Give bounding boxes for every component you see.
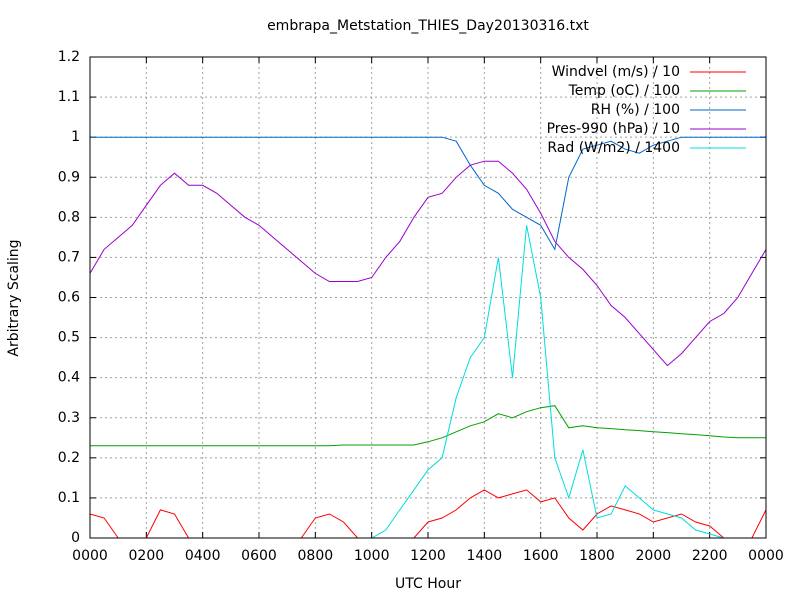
x-tick-label: 2000 <box>636 548 672 564</box>
y-tick-label: 0.3 <box>58 410 80 426</box>
y-tick-label: 1.1 <box>58 89 80 105</box>
y-tick-label: 0.5 <box>58 330 80 346</box>
chart-title: embrapa_Metstation_THIES_Day20130316.txt <box>267 18 589 34</box>
y-tick-label: 0.9 <box>58 169 80 185</box>
x-tick-label: 1200 <box>410 548 446 564</box>
series-line <box>90 405 766 447</box>
x-tick-label: 1600 <box>523 548 559 564</box>
x-tick-label: 0000 <box>72 548 108 564</box>
legend-label: Windvel (m/s) / 10 <box>552 64 680 80</box>
x-tick-label: 0000 <box>748 548 784 564</box>
y-tick-label: 0.8 <box>58 209 80 225</box>
legend-label: RH (%) / 100 <box>591 102 680 118</box>
y-axis-label: Arbitrary Scaling <box>6 239 22 356</box>
x-tick-label: 0200 <box>129 548 165 564</box>
x-tick-label: 1400 <box>467 548 503 564</box>
legend-label: Rad (W/m2) / 1400 <box>547 140 680 156</box>
y-tick-label: 0.6 <box>58 290 80 306</box>
series-line <box>89 160 767 367</box>
x-tick-label: 0800 <box>298 548 334 564</box>
x-tick-label: 2200 <box>692 548 728 564</box>
x-tick-label: 0600 <box>241 548 277 564</box>
x-tick-label: 1800 <box>579 548 615 564</box>
y-tick-label: 0.7 <box>58 249 80 265</box>
y-tick-label: 0.1 <box>58 490 80 506</box>
y-tick-label: 1 <box>71 129 80 145</box>
y-tick-label: 0.4 <box>58 370 80 386</box>
y-tick-label: 0 <box>71 530 80 546</box>
x-axis-label: UTC Hour <box>395 576 461 592</box>
x-tick-label: 1000 <box>354 548 390 564</box>
plot-border <box>89 56 767 539</box>
x-tick-label: 0400 <box>185 548 221 564</box>
legend-label: Pres-990 (hPa) / 10 <box>547 121 680 137</box>
y-tick-label: 0.2 <box>58 450 80 466</box>
series-line <box>90 136 766 251</box>
y-tick-label: 1.2 <box>58 49 80 65</box>
legend-label: Temp (oC) / 100 <box>568 83 680 99</box>
